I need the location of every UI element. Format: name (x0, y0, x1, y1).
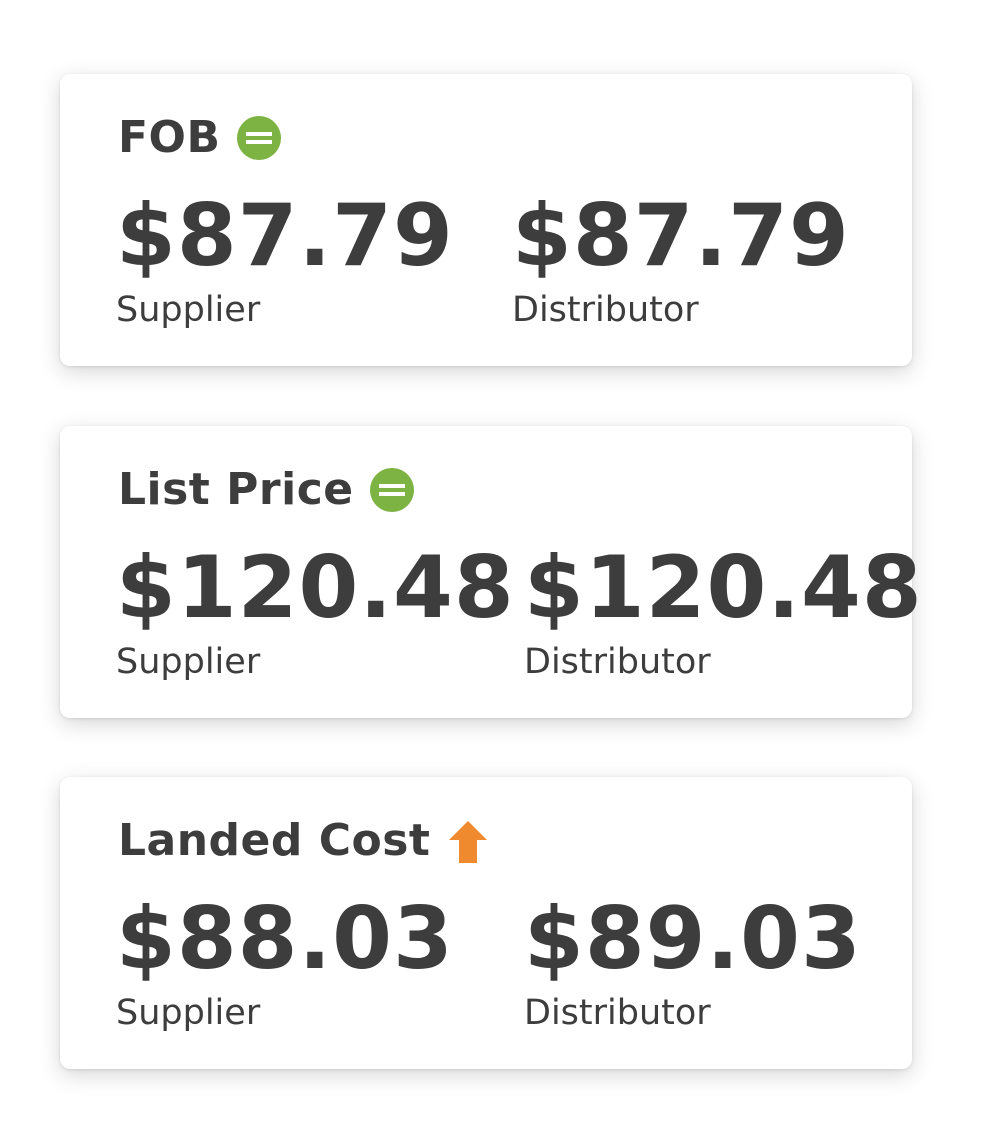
card-title-text: FOB (118, 112, 221, 163)
supplier-column: $88.03 Supplier (116, 889, 454, 1033)
distributor-column: $89.03 Distributor (524, 889, 862, 1033)
equal-circle-icon (236, 115, 281, 160)
supplier-label: Supplier (116, 642, 261, 682)
distributor-label: Distributor (524, 642, 711, 682)
card-title: FOB (118, 112, 281, 163)
supplier-label: Supplier (116, 290, 261, 330)
list-price-card: List Price $120.48 Supplier $120.48 Distri… (60, 426, 922, 718)
distributor-label: Distributor (524, 993, 711, 1033)
card-title: List Price (118, 464, 414, 515)
distributor-value: $89.03 (524, 889, 862, 989)
supplier-column: $120.48 Supplier (116, 538, 515, 682)
supplier-value: $120.48 (116, 538, 515, 638)
landed-cost-card: Landed Cost $88.03 Supplier $89.03 Distrib… (60, 777, 912, 1069)
card-title-text: Landed Cost (118, 815, 431, 866)
supplier-label: Supplier (116, 993, 261, 1033)
distributor-value: $87.79 (512, 186, 850, 286)
supplier-column: $87.79 Supplier (116, 186, 454, 330)
equal-circle-icon (369, 467, 414, 512)
card-title: Landed Cost (118, 815, 490, 866)
supplier-value: $88.03 (116, 889, 454, 989)
arrow-up-icon (449, 820, 488, 863)
card-title-text: List Price (118, 464, 354, 515)
distributor-column: $120.48 Distributor (524, 538, 923, 682)
distributor-value: $120.48 (524, 538, 923, 638)
distributor-label: Distributor (512, 290, 699, 330)
distributor-column: $87.79 Distributor (512, 186, 850, 330)
fob-card: FOB $87.79 Supplier $87.79 Distributor (60, 74, 912, 366)
supplier-value: $87.79 (116, 186, 454, 286)
